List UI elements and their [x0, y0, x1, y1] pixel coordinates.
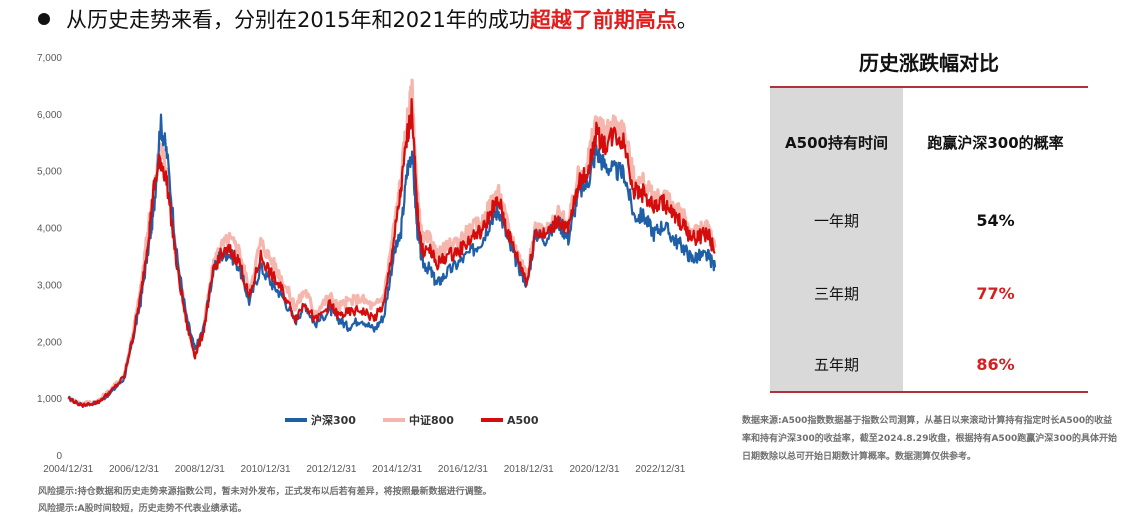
table-row: 三年期 77%	[770, 257, 1088, 329]
header-win-rate: 跑赢沪深300的概率	[927, 133, 1064, 152]
legend-label: 中证800	[409, 413, 454, 427]
source-note: 数据来源:A500指数数据基于指数公司测算，从基日以来滚动计算持有指定时长A50…	[742, 416, 1118, 462]
legend-swatch	[481, 418, 503, 422]
y-tick-label: 0	[56, 451, 62, 462]
series-line	[67, 113, 717, 407]
x-tick-label: 2020/12/31	[569, 464, 619, 475]
legend-label: A500	[507, 414, 539, 427]
y-tick-label: 1,000	[37, 394, 62, 405]
y-tick-label: 2,000	[37, 337, 62, 348]
chart-legend: 沪深300 中证800 A500	[285, 413, 539, 427]
risk-note-1: 风险提示:持仓数据和历史走势来源指数公司，暂未对外发布，正式发布以后若有差异，将…	[38, 487, 492, 497]
x-tick-label: 2010/12/31	[241, 464, 291, 475]
header-holding-period: A500持有时间	[785, 133, 888, 152]
series-line	[67, 98, 716, 408]
y-tick-label: 4,000	[37, 224, 62, 235]
headline: 从历史走势来看，分别在2015年和2021年的成功超越了前期高点。	[38, 6, 698, 34]
y-tick-label: 5,000	[37, 167, 62, 178]
row-period: 三年期	[813, 284, 859, 303]
bullet-icon	[38, 13, 50, 25]
chart-series	[66, 78, 717, 408]
series-line	[66, 78, 717, 407]
legend-swatch	[285, 418, 307, 422]
headline-suffix: 。	[676, 8, 698, 32]
comparison-table: A500持有时间 跑赢沪深300的概率 一年期 54% 三年期 77% 五年期 …	[770, 86, 1088, 393]
legend-swatch	[383, 418, 405, 422]
legend-label: 沪深300	[311, 413, 356, 427]
x-tick-label: 2016/12/31	[438, 464, 488, 475]
y-tick-label: 6,000	[37, 110, 62, 121]
row-period: 五年期	[813, 355, 859, 374]
row-probability: 77%	[976, 283, 1015, 303]
x-tick-label: 2022/12/31	[635, 464, 685, 475]
headline-prefix: 从历史走势来看，分别在2015年和2021年的成功	[66, 8, 530, 32]
first-column-shade	[770, 88, 903, 391]
x-tick-label: 2006/12/31	[109, 464, 159, 475]
row-period: 一年期	[813, 211, 859, 230]
table-title: 历史涨跌幅对比	[859, 51, 999, 75]
risk-note-2: 风险提示:A股时间较短，历史走势不代表业绩承诺。	[38, 504, 247, 514]
y-axis: 0 1,000 2,000 3,000 4,000 5,000 6,000 7,000	[37, 53, 62, 462]
table-row: 一年期 54%	[770, 184, 1088, 256]
x-axis: 2004/12/31 2006/12/31 2008/12/31 2010/12/31…	[43, 464, 686, 475]
table-header-row: A500持有时间 跑赢沪深300的概率	[770, 106, 1088, 178]
x-tick-label: 2004/12/31	[43, 464, 93, 475]
y-tick-label: 7,000	[37, 53, 62, 64]
y-tick-label: 3,000	[37, 280, 62, 291]
headline-highlight: 超越了前期高点	[529, 8, 677, 32]
x-tick-label: 2014/12/31	[372, 464, 422, 475]
x-tick-label: 2018/12/31	[504, 464, 554, 475]
x-tick-label: 2012/12/31	[306, 464, 356, 475]
table-row: 五年期 86%	[770, 328, 1088, 400]
row-probability: 54%	[976, 210, 1015, 230]
index-line-chart: 0 1,000 2,000 3,000 4,000 5,000 6,000 7,000 200…	[37, 53, 717, 475]
x-tick-label: 2008/12/31	[175, 464, 225, 475]
row-probability: 86%	[976, 354, 1015, 374]
